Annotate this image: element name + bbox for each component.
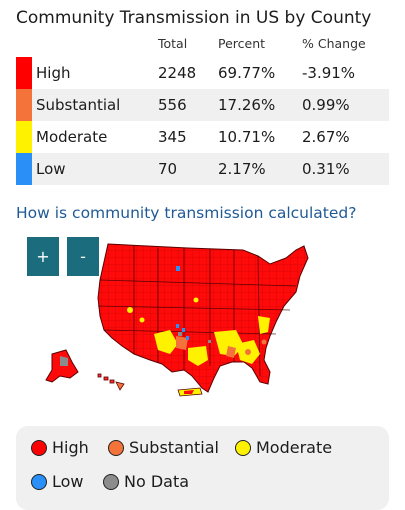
row-percent: 69.77% [218, 64, 276, 82]
low-swatch [16, 153, 32, 185]
low-legend-dot [31, 474, 47, 490]
legend-label-no-data: No Data [124, 472, 190, 491]
row-total: 2248 [158, 64, 197, 82]
us-county-map[interactable] [38, 236, 338, 414]
row-label: High [36, 64, 71, 82]
legend-label-moderate: Moderate [256, 438, 333, 457]
table-row-low: Low 70 2.17% 0.31% [16, 153, 389, 185]
moderate-swatch [16, 121, 32, 153]
row-label: Low [36, 160, 66, 178]
row-label: Substantial [36, 96, 121, 114]
header-percent: Percent [218, 36, 266, 51]
high-swatch [16, 57, 32, 89]
row-change: 2.67% [302, 128, 350, 146]
substantial-legend-dot [108, 440, 124, 456]
row-total: 556 [158, 96, 187, 114]
zoom-in-button[interactable]: + [27, 237, 59, 276]
row-total: 345 [158, 128, 187, 146]
table-row-moderate: Moderate 345 10.71% 2.67% [16, 121, 389, 153]
page-title: Community Transmission in US by County [16, 8, 372, 28]
row-label: Moderate [36, 128, 108, 146]
row-percent: 10.71% [218, 128, 276, 146]
table-row-substantial: Substantial 556 17.26% 0.99% [16, 89, 389, 121]
zoom-out-button[interactable]: - [67, 237, 99, 276]
legend-label-substantial: Substantial [129, 438, 219, 457]
map-legend: High Substantial Moderate Low No Data [16, 426, 389, 510]
row-change: 0.99% [302, 96, 350, 114]
moderate-legend-dot [235, 440, 251, 456]
substantial-swatch [16, 89, 32, 121]
row-total: 70 [158, 160, 178, 178]
high-legend-dot [31, 440, 47, 456]
row-percent: 2.17% [218, 160, 266, 178]
transmission-calculation-link[interactable]: How is community transmission calculated… [16, 204, 357, 222]
row-change: -3.91% [302, 64, 356, 82]
table-row-high: High 2248 69.77% -3.91% [16, 57, 389, 89]
header-total: Total [158, 36, 188, 51]
legend-label-low: Low [52, 472, 84, 491]
row-percent: 17.26% [218, 96, 276, 114]
no-data-legend-dot [103, 474, 119, 490]
hawaii-shape [97, 373, 125, 391]
legend-label-high: High [52, 438, 89, 457]
row-change: 0.31% [302, 160, 350, 178]
header-change: % Change [302, 36, 366, 51]
